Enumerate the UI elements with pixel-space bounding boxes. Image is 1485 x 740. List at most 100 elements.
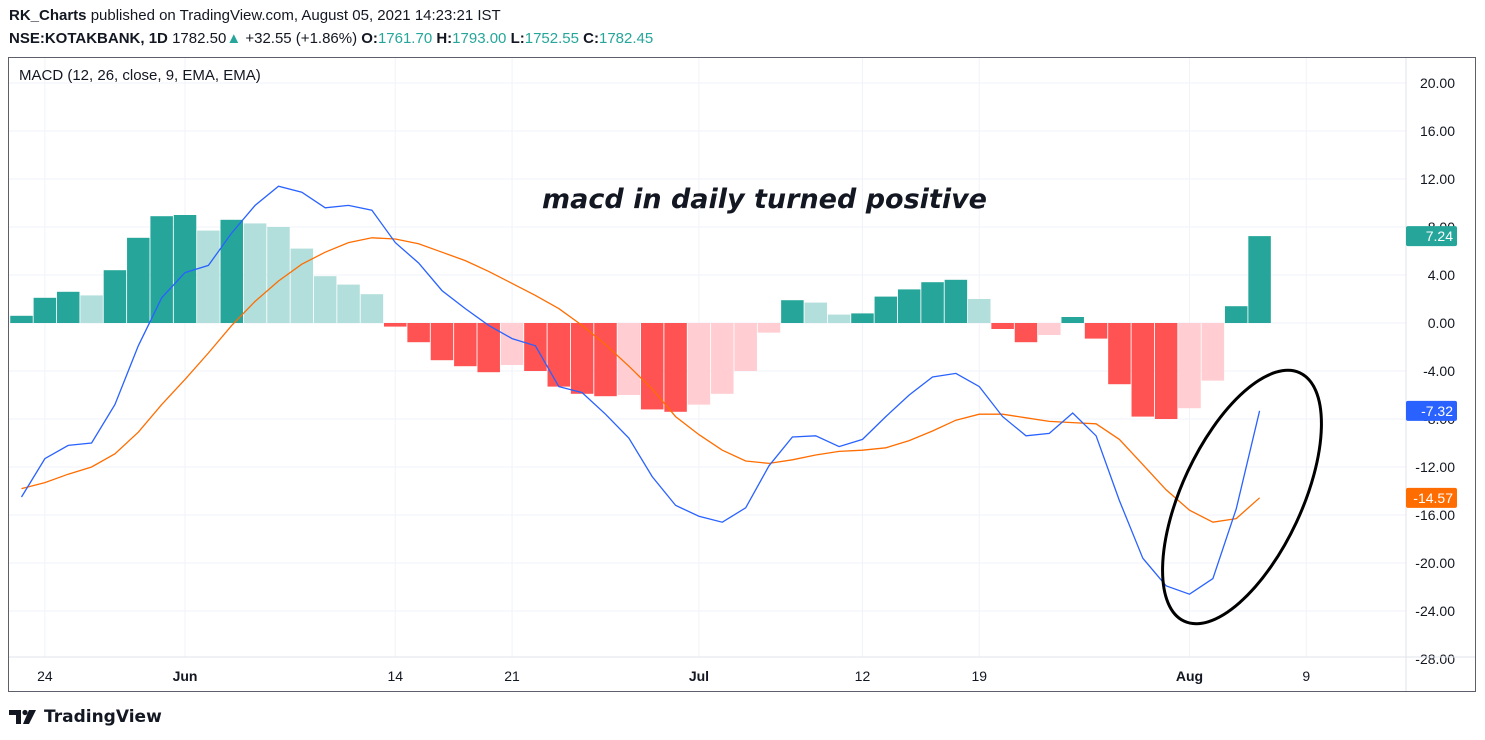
x-tick-label: 9: [1302, 668, 1310, 684]
histogram-bar: [290, 248, 314, 323]
histogram-bar: [267, 227, 290, 323]
histogram-bar: [757, 323, 781, 333]
last-price: 1782.50: [172, 30, 227, 47]
close-label: C:: [583, 30, 599, 47]
y-tick-label: -4.00: [1423, 363, 1455, 379]
histogram-bar: [1108, 323, 1131, 385]
histogram-bar: [407, 323, 430, 343]
histogram-last-value-label: 7.24: [1426, 228, 1453, 244]
price-change: +32.55 (+1.86%): [245, 30, 358, 47]
histogram-bar: [734, 323, 757, 371]
histogram-bar: [1084, 323, 1108, 339]
histogram-bar: [173, 215, 197, 323]
histogram-bar: [781, 300, 804, 323]
high-value: 1793.00: [452, 30, 507, 47]
macd-last-value-label: -7.32: [1421, 403, 1453, 419]
histogram-bar: [547, 323, 571, 387]
histogram-bar: [150, 216, 173, 323]
histogram-bar: [570, 323, 594, 394]
x-tick-label: 19: [971, 668, 987, 684]
y-tick-label: 4.00: [1428, 267, 1455, 283]
y-tick-label: -12.00: [1415, 459, 1455, 475]
signal-last-value-label: -14.57: [1413, 490, 1453, 506]
signal-last-value-bg: [1406, 487, 1457, 508]
y-tick-label: -20.00: [1415, 555, 1455, 571]
x-tick-label: Jul: [689, 668, 709, 684]
histogram-bar: [500, 323, 524, 365]
histogram-bar: [1178, 323, 1201, 409]
low-label: L:: [510, 30, 525, 47]
x-tick-label: 12: [855, 668, 871, 684]
tradingview-logo-icon: [9, 709, 36, 724]
histogram-bar: [1201, 323, 1225, 381]
histogram-bar: [968, 299, 991, 323]
histogram-bar: [991, 323, 1014, 329]
x-tick-label: 24: [37, 668, 53, 684]
histogram-bar: [944, 279, 968, 323]
histogram-bar: [804, 302, 827, 323]
published-text: published on TradingView.com, August 05,…: [86, 7, 501, 24]
histogram-bar: [197, 230, 220, 323]
chart-annotation-text[interactable]: macd in daily turned positive: [542, 184, 987, 215]
histogram-bar: [1224, 306, 1248, 323]
histogram-bar: [921, 282, 944, 323]
histogram-bar: [337, 284, 360, 323]
y-tick-label: 20.00: [1420, 75, 1455, 91]
histogram-bar: [664, 323, 687, 412]
histogram-bar: [687, 323, 711, 405]
footer: TradingView: [8, 707, 162, 727]
y-tick-label: -24.00: [1415, 603, 1455, 619]
histogram-bar: [827, 314, 851, 323]
histogram-bar: [1131, 323, 1155, 417]
author-name[interactable]: RK_Charts: [9, 7, 87, 24]
histogram-bar: [1061, 317, 1084, 323]
x-tick-label: Aug: [1176, 668, 1203, 684]
histogram-bar: [56, 291, 80, 323]
high-label: H:: [436, 30, 453, 47]
histogram-bar: [1154, 323, 1178, 419]
histogram-bar: [874, 296, 898, 323]
x-tick-label: 21: [504, 668, 520, 684]
histogram-bar: [640, 323, 664, 410]
annotation-ellipse: [1161, 368, 1323, 626]
histogram-bar: [243, 223, 267, 323]
symbol-info: NSE:KOTAKBANK, 1D 1782.50▲ +32.55 (+1.86…: [9, 30, 653, 47]
close-value: 1782.45: [598, 30, 654, 47]
histogram-bar: [1038, 323, 1061, 335]
y-tick-label: -16.00: [1415, 507, 1455, 523]
publish-info: RK_Charts published on TradingView.com, …: [9, 7, 501, 24]
histogram-bar: [360, 294, 384, 323]
histogram-bar: [313, 276, 337, 323]
histogram-bar: [103, 270, 127, 323]
macd-line: [20, 185, 1261, 595]
histogram-bar: [10, 315, 33, 323]
histogram-bar: [384, 323, 407, 327]
x-tick-label: 14: [387, 668, 403, 684]
histogram-bar: [477, 323, 500, 373]
histogram-bar: [617, 323, 641, 395]
low-value: 1752.55: [524, 30, 579, 47]
chart-frame[interactable]: [8, 57, 1476, 692]
y-tick-label: 12.00: [1420, 171, 1455, 187]
indicator-legend[interactable]: MACD (12, 26, close, 9, EMA, EMA): [19, 67, 261, 84]
brand-name: TradingView: [44, 707, 162, 727]
open-value: 1761.70: [377, 30, 433, 47]
symbol-name[interactable]: NSE:KOTAKBANK, 1D: [9, 30, 168, 47]
histogram-bar: [33, 297, 57, 323]
histogram-bar: [897, 289, 921, 323]
x-tick-label: Jun: [173, 668, 198, 684]
histogram-bar: [1248, 236, 1271, 323]
histogram-last-value-bg: [1406, 226, 1457, 247]
histogram-bar: [851, 313, 874, 323]
open-label: O:: [361, 30, 378, 47]
histogram-bar: [80, 295, 103, 323]
histogram-bar: [430, 323, 454, 361]
histogram-bar: [127, 237, 150, 323]
signal-line: [21, 237, 1261, 523]
histogram-bar: [220, 219, 243, 323]
macd-last-value-bg: [1406, 400, 1457, 421]
up-arrow-icon: ▲: [226, 30, 242, 47]
y-tick-label: 16.00: [1420, 123, 1455, 139]
histogram-bar: [1014, 323, 1038, 343]
